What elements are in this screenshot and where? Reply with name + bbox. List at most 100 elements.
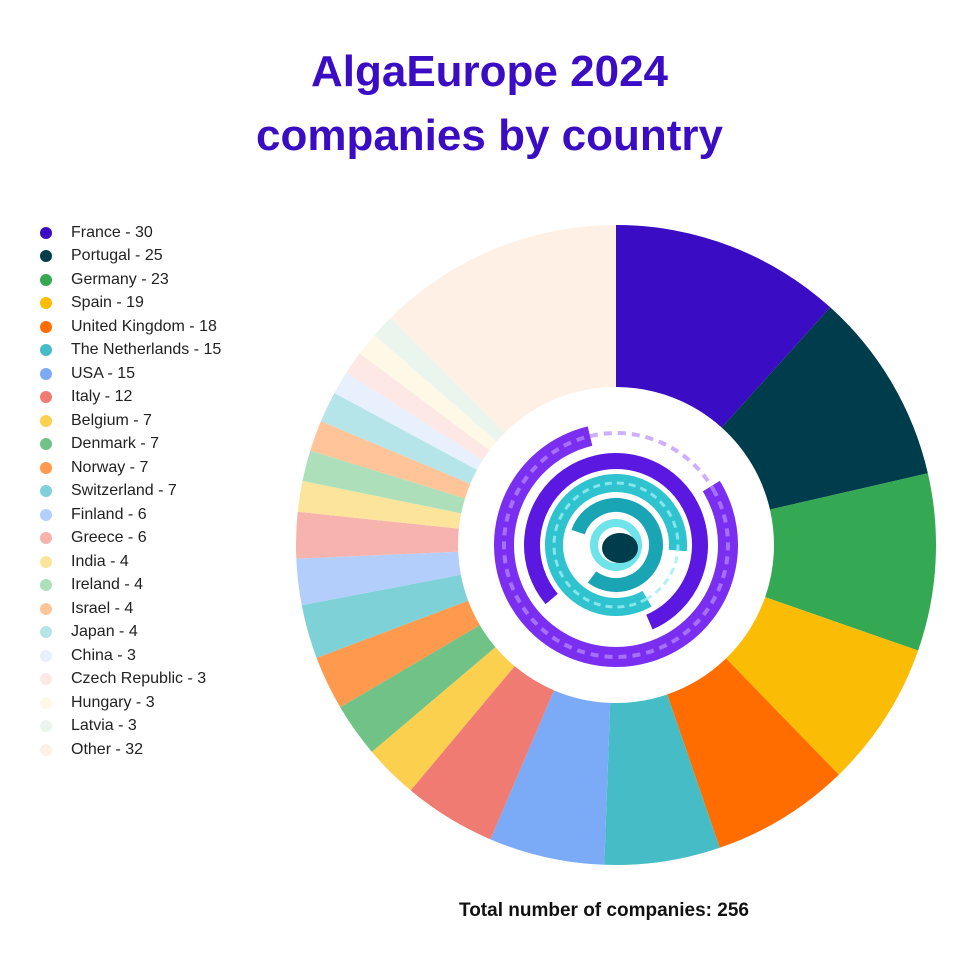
legend-dot-icon — [40, 743, 52, 756]
legend-item-label: France - 30 — [71, 223, 153, 241]
donut-slice — [346, 353, 490, 460]
legend-item: India - 4 — [40, 550, 221, 574]
donut-slice — [721, 307, 928, 510]
legend-item: Ireland - 4 — [40, 574, 221, 598]
legend-item-label: Hungary - 3 — [71, 693, 155, 711]
legend-item: Czech Republic - 3 — [40, 668, 221, 692]
legend-item: Italy - 12 — [40, 386, 221, 410]
legend-item-label: Belgium - 7 — [71, 411, 152, 429]
legend-item-label: Israel - 4 — [71, 599, 134, 617]
legend-dot-icon — [40, 367, 52, 380]
chart-title-line-1: AlgaEurope 2024 — [310, 47, 669, 96]
donut-slice — [296, 511, 459, 559]
legend-item-label: Portugal - 25 — [71, 247, 163, 265]
legend-item-label: China - 3 — [71, 646, 136, 664]
legend-dot-icon — [40, 391, 52, 404]
spiral-logo-arc — [590, 519, 642, 571]
total-companies-label: Total number of companies: 256 — [459, 900, 749, 921]
legend-item: The Netherlands - 15 — [40, 339, 221, 363]
donut-slice — [316, 600, 480, 708]
donut-slice — [390, 225, 616, 433]
legend-item: Portugal - 25 — [40, 245, 221, 269]
donut-slice — [359, 335, 497, 451]
donut-slice — [667, 658, 839, 848]
legend-item-label: Italy - 12 — [71, 388, 133, 406]
donut-slice — [604, 694, 720, 865]
legend-item: Belgium - 7 — [40, 409, 221, 433]
legend-item-label: Switzerland - 7 — [71, 482, 177, 500]
legend-dot-icon — [40, 626, 52, 639]
legend-item-label: Latvia - 3 — [71, 717, 137, 735]
donut-slice — [616, 225, 831, 428]
spiral-logo-icon — [494, 423, 738, 667]
legend-item-label: The Netherlands - 15 — [71, 341, 222, 359]
legend-item-label: United Kingdom - 18 — [71, 317, 217, 335]
legend-item: United Kingdom - 18 — [40, 315, 221, 339]
legend-item-label: Greece - 6 — [71, 529, 147, 547]
legend-dot-icon — [40, 649, 52, 662]
donut-slice — [410, 666, 554, 840]
spiral-logo-arc — [524, 453, 709, 637]
legend-dot-icon — [40, 273, 52, 286]
chart-title: AlgaEurope 2024 companies by country — [0, 40, 979, 168]
legend-item: France - 30 — [40, 221, 221, 245]
legend-dot-icon — [40, 555, 52, 568]
donut-slice — [334, 372, 483, 470]
legend-dot-icon — [40, 485, 52, 498]
legend-item-label: USA - 15 — [71, 364, 136, 382]
legend-item-label: Spain - 19 — [71, 294, 144, 312]
legend-dot-icon — [40, 532, 52, 545]
legend-dot-icon — [40, 320, 52, 333]
legend-item-label: Japan - 4 — [71, 623, 138, 641]
legend-item: Israel - 4 — [40, 597, 221, 621]
legend-dot-icon — [40, 508, 52, 521]
legend-item: Greece - 6 — [40, 527, 221, 551]
legend-dot-icon — [40, 297, 52, 310]
donut-slice — [301, 574, 469, 658]
legend-dot-icon — [40, 579, 52, 592]
legend-dot-icon — [40, 720, 52, 733]
donut-slice — [490, 690, 611, 865]
legend-dot-icon — [40, 461, 52, 474]
donut-slice — [302, 450, 466, 514]
donut-slice — [765, 473, 936, 651]
legend-item: Finland - 6 — [40, 503, 221, 527]
legend-dot-icon — [40, 696, 52, 709]
donut-slice — [340, 625, 496, 752]
legend-dot-icon — [40, 344, 52, 357]
spiral-logo-arc — [502, 431, 730, 659]
legend-item: USA - 15 — [40, 362, 221, 386]
legend-dot-icon — [40, 602, 52, 615]
chart-legend: France - 30 Portugal - 25 Germany - 23 Spai… — [40, 221, 221, 762]
legend-item: Spain - 19 — [40, 292, 221, 316]
legend-item-label: Ireland - 4 — [71, 576, 144, 594]
legend-item-label: India - 4 — [71, 552, 129, 570]
legend-item: Norway - 7 — [40, 456, 221, 480]
legend-dot-icon — [40, 226, 52, 239]
legend-item: Switzerland - 7 — [40, 480, 221, 504]
legend-item: Germany - 23 — [40, 268, 221, 292]
legend-item: Japan - 4 — [40, 621, 221, 645]
legend-item-label: Norway - 7 — [71, 458, 149, 476]
donut-slice — [726, 597, 919, 775]
donut-slice — [296, 551, 461, 606]
legend-item-label: Finland - 6 — [71, 505, 147, 523]
legend-item-label: Czech Republic - 3 — [71, 670, 207, 688]
legend-item-label: Denmark - 7 — [71, 435, 160, 453]
spiral-logo-core — [602, 533, 638, 563]
legend-dot-icon — [40, 438, 52, 451]
donut-slice — [371, 647, 515, 791]
legend-dot-icon — [40, 414, 52, 427]
donut-slice — [374, 318, 505, 442]
donut-slice — [297, 480, 462, 529]
legend-item: Latvia - 3 — [40, 715, 221, 739]
legend-item-label: Germany - 23 — [71, 270, 169, 288]
donut-slice — [320, 392, 477, 484]
donut-slices — [296, 225, 936, 865]
legend-dot-icon — [40, 250, 52, 263]
legend-item: Other - 32 — [40, 738, 221, 762]
legend-item: Hungary - 3 — [40, 691, 221, 715]
legend-item: China - 3 — [40, 644, 221, 668]
chart-title-line-2: companies by country — [255, 111, 723, 160]
